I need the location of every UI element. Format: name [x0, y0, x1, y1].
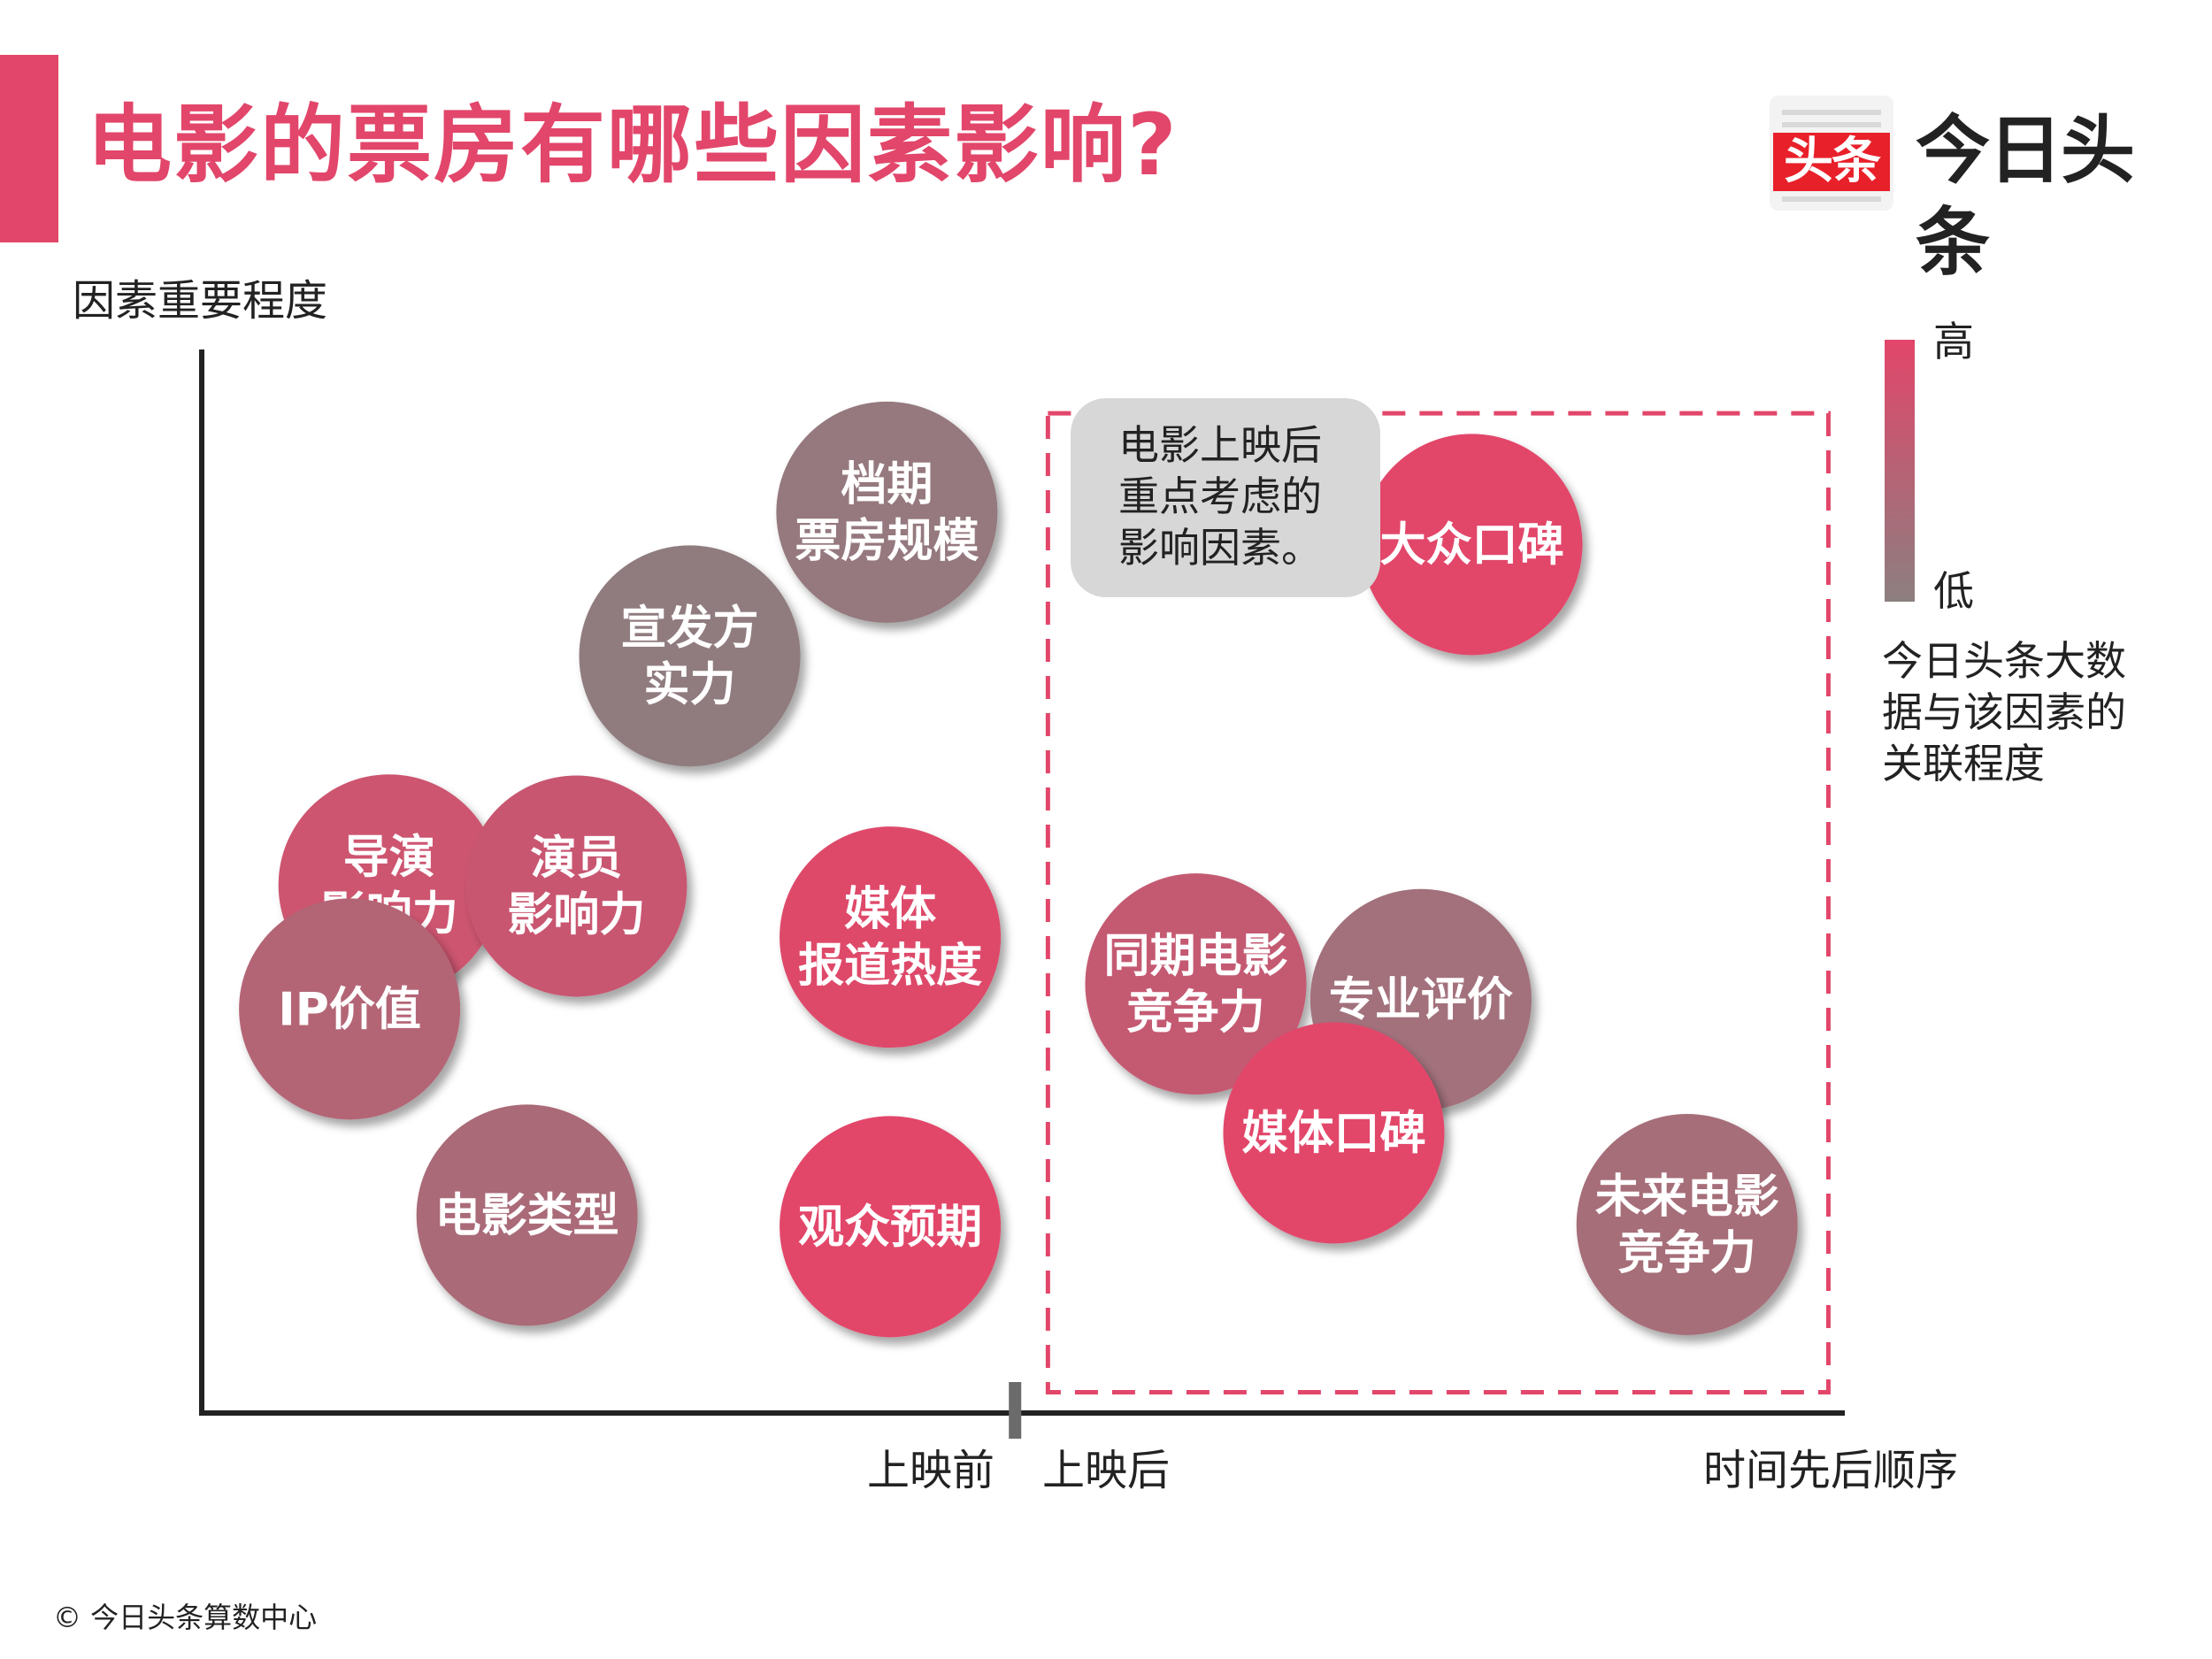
bubble-label: 同期电影竞争力 [1103, 930, 1287, 1040]
bubble [239, 898, 461, 1120]
bubble [1085, 873, 1307, 1095]
x-axis-title: 时间先后顺序 [1703, 1446, 1959, 1495]
app-icon-label: 头条 [1773, 133, 1890, 191]
brand-logo: 头条 今日头条 [1770, 85, 2185, 286]
bubble-label: 大众口碑 [1379, 518, 1563, 572]
bubble [780, 826, 1002, 1048]
y-axis-title: 因素重要程度 [73, 276, 328, 326]
bubble-label: 观众预期 [798, 1201, 982, 1254]
legend-high-label: 高 [1933, 318, 1974, 365]
release-divider-mark [1009, 1382, 1022, 1439]
bubble [416, 1104, 638, 1326]
brand-app-icon: 头条 [1770, 96, 1893, 211]
bubble [1576, 1113, 1798, 1335]
copyright-footer: © 今日头条算数中心 [53, 1601, 318, 1634]
brand-name: 今日头条 [1916, 107, 2135, 286]
bubble-label: 专业评价 [1329, 974, 1513, 1027]
bubble [1361, 434, 1583, 656]
bubble-label: 档期票房规模 [795, 458, 979, 568]
bubble-label: 未来电影竞争力 [1595, 1171, 1779, 1280]
app-icon-stripe [1782, 122, 1881, 127]
bubble-label: 媒体报道热度 [798, 883, 982, 993]
legend-description: 今日头条大数 据与该因素的 关联程度 [1882, 637, 2126, 787]
bubble [579, 545, 801, 767]
bubble-label: 电影类型 [435, 1189, 619, 1242]
legend-color-scale [1885, 340, 1915, 602]
bubble-label: 演员影响力 [507, 832, 645, 941]
page-title: 电影的票房有哪些因素影响? [87, 96, 1179, 195]
bubble-label: IP价值 [278, 983, 420, 1036]
bubble [776, 401, 998, 623]
title-accent-bar [0, 55, 58, 242]
bubble-label: 媒体口碑 [1241, 1107, 1425, 1160]
x-label-pre-release: 上映前 [867, 1446, 995, 1495]
bubble [465, 775, 687, 997]
bubble [1223, 1022, 1445, 1244]
post-release-note: 电影上映后 重点考虑的 影响因素。 [1071, 398, 1380, 597]
bubble [780, 1116, 1002, 1338]
x-label-post-release: 上映后 [1042, 1446, 1171, 1495]
app-icon-stripe [1782, 110, 1881, 115]
bubble-label: 宣发方实力 [621, 602, 759, 711]
legend-low-label: 低 [1933, 567, 1974, 615]
post-release-region [1045, 411, 1831, 1394]
app-icon-stripe [1782, 196, 1881, 202]
